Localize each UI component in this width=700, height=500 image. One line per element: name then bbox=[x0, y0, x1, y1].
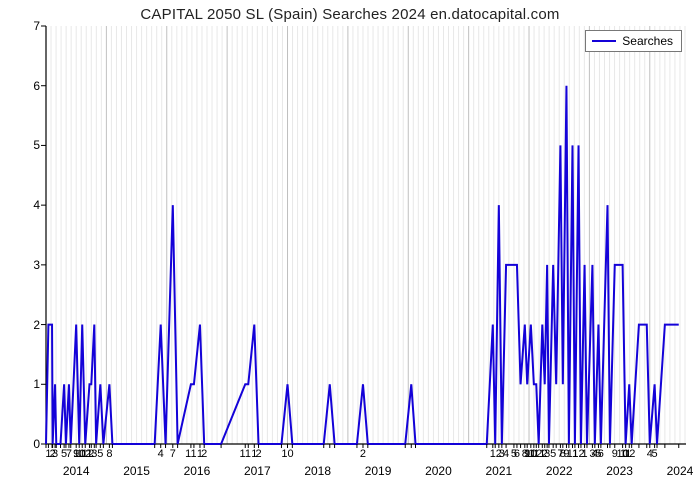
x-month-label: 11 bbox=[185, 448, 196, 460]
y-tick-label: 6 bbox=[20, 79, 40, 93]
chart-container: CAPITAL 2050 SL (Spain) Searches 2024 en… bbox=[0, 0, 700, 500]
x-month-label: 7 bbox=[66, 448, 72, 460]
x-month-label: 6 bbox=[514, 448, 520, 460]
legend: Searches bbox=[585, 30, 682, 52]
x-month-label: 5 bbox=[97, 448, 103, 460]
plot-area bbox=[46, 26, 686, 444]
x-month-label: 6 bbox=[598, 448, 604, 460]
x-month-label: 5 bbox=[550, 448, 556, 460]
x-year-label: 2024 bbox=[667, 464, 694, 478]
x-year-label: 2019 bbox=[365, 464, 392, 478]
y-tick-label: 1 bbox=[20, 377, 40, 391]
x-month-label: 2 bbox=[255, 448, 261, 460]
x-month-label: 7 bbox=[170, 448, 176, 460]
x-year-label: 2018 bbox=[304, 464, 331, 478]
y-tick-label: 0 bbox=[20, 437, 40, 451]
x-year-label: 2015 bbox=[123, 464, 150, 478]
x-year-label: 2021 bbox=[485, 464, 512, 478]
x-month-label: 1 bbox=[582, 448, 588, 460]
x-year-label: 2014 bbox=[63, 464, 90, 478]
x-month-label: 12 bbox=[623, 448, 635, 460]
legend-swatch bbox=[592, 40, 616, 42]
x-year-label: 2022 bbox=[546, 464, 573, 478]
x-year-label: 2023 bbox=[606, 464, 633, 478]
x-month-label: 4 bbox=[503, 448, 509, 460]
x-month-label: 11 bbox=[240, 448, 251, 460]
y-tick-label: 2 bbox=[20, 318, 40, 332]
legend-label: Searches bbox=[622, 34, 673, 48]
x-month-label: 10 bbox=[281, 448, 293, 460]
y-tick-label: 4 bbox=[20, 198, 40, 212]
y-tick-label: 5 bbox=[20, 138, 40, 152]
chart-title: CAPITAL 2050 SL (Spain) Searches 2024 en… bbox=[0, 6, 700, 23]
y-tick-label: 3 bbox=[20, 258, 40, 272]
x-month-label: 2 bbox=[201, 448, 207, 460]
x-month-label: 2 bbox=[360, 448, 366, 460]
y-tick-label: 7 bbox=[20, 19, 40, 33]
x-year-label: 2016 bbox=[184, 464, 211, 478]
x-year-label: 2020 bbox=[425, 464, 452, 478]
x-month-label: 8 bbox=[106, 448, 112, 460]
x-year-label: 2017 bbox=[244, 464, 271, 478]
x-month-label: 5 bbox=[652, 448, 658, 460]
x-month-label: 4 bbox=[158, 448, 164, 460]
x-month-label: 3 bbox=[52, 448, 58, 460]
